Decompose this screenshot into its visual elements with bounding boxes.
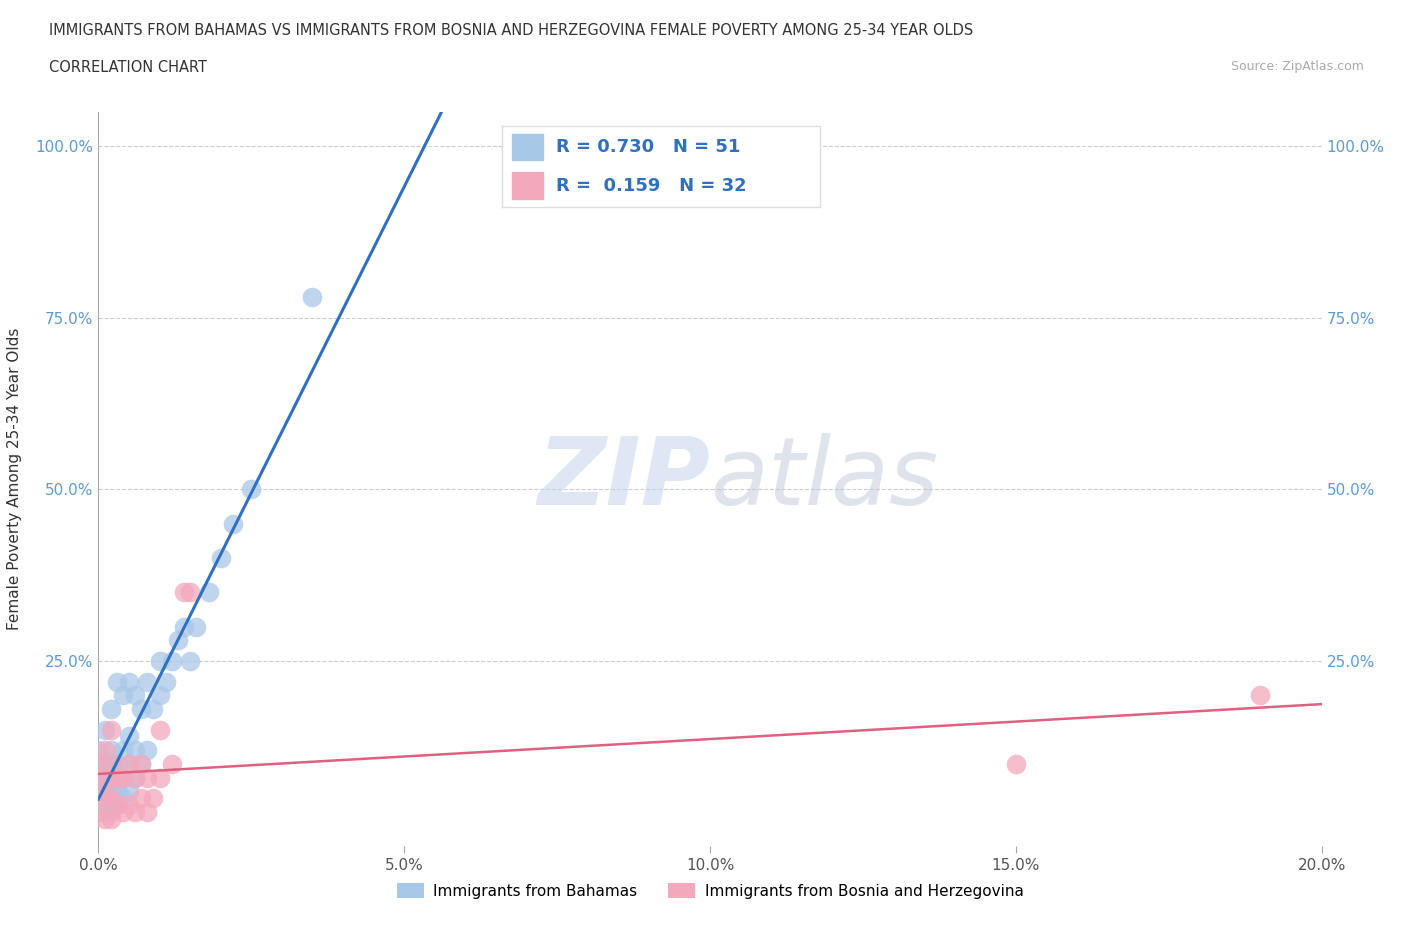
Point — [129, 790, 152, 805]
Point — [240, 482, 263, 497]
Text: Source: ZipAtlas.com: Source: ZipAtlas.com — [1230, 60, 1364, 73]
Point — [149, 722, 172, 737]
Point — [100, 770, 122, 785]
Point — [209, 551, 232, 565]
Point — [111, 770, 134, 785]
Point — [100, 790, 122, 805]
Point — [118, 784, 141, 799]
Point — [173, 619, 195, 634]
Point — [118, 729, 141, 744]
Point — [129, 756, 152, 771]
Point — [105, 674, 128, 689]
Point — [100, 756, 122, 771]
Point — [301, 289, 323, 304]
Point — [124, 804, 146, 819]
Point — [149, 654, 172, 669]
Point — [93, 743, 115, 758]
Point — [111, 770, 134, 785]
Point — [105, 756, 128, 771]
Point — [87, 770, 110, 785]
Point — [87, 770, 110, 785]
Point — [93, 756, 115, 771]
Point — [100, 756, 122, 771]
Point — [87, 756, 110, 771]
Point — [93, 784, 115, 799]
Point — [87, 804, 110, 819]
Point — [111, 688, 134, 703]
Point — [136, 743, 159, 758]
Point — [100, 722, 122, 737]
Point — [1249, 688, 1271, 703]
Point — [93, 790, 115, 805]
Point — [160, 756, 183, 771]
Point — [93, 770, 115, 785]
Point — [93, 770, 115, 785]
Point — [142, 701, 165, 716]
Legend: Immigrants from Bahamas, Immigrants from Bosnia and Herzegovina: Immigrants from Bahamas, Immigrants from… — [391, 877, 1029, 905]
Point — [179, 654, 201, 669]
Point — [87, 743, 110, 758]
Point — [100, 701, 122, 716]
Point — [124, 743, 146, 758]
Point — [160, 654, 183, 669]
Point — [179, 585, 201, 600]
Point — [87, 784, 110, 799]
Point — [136, 804, 159, 819]
Point — [149, 770, 172, 785]
Point — [105, 770, 128, 785]
Point — [129, 756, 152, 771]
Point — [105, 798, 128, 813]
Point — [105, 798, 128, 813]
Y-axis label: Female Poverty Among 25-34 Year Olds: Female Poverty Among 25-34 Year Olds — [7, 327, 21, 631]
Point — [111, 790, 134, 805]
Point — [105, 770, 128, 785]
Point — [93, 722, 115, 737]
Point — [100, 770, 122, 785]
Point — [93, 811, 115, 826]
Point — [118, 756, 141, 771]
Point — [222, 516, 245, 531]
Point — [167, 633, 190, 648]
Point — [105, 784, 128, 799]
Point — [100, 777, 122, 792]
Point — [100, 804, 122, 819]
Point — [87, 756, 110, 771]
Point — [93, 798, 115, 813]
Text: ZIP: ZIP — [537, 433, 710, 525]
Point — [100, 790, 122, 805]
Point — [142, 790, 165, 805]
Point — [111, 743, 134, 758]
Point — [118, 798, 141, 813]
Point — [136, 770, 159, 785]
Point — [111, 804, 134, 819]
Point — [100, 743, 122, 758]
Point — [129, 701, 152, 716]
Point — [155, 674, 177, 689]
Point — [118, 756, 141, 771]
Point — [87, 790, 110, 805]
Point — [149, 688, 172, 703]
Text: CORRELATION CHART: CORRELATION CHART — [49, 60, 207, 75]
Text: IMMIGRANTS FROM BAHAMAS VS IMMIGRANTS FROM BOSNIA AND HERZEGOVINA FEMALE POVERTY: IMMIGRANTS FROM BAHAMAS VS IMMIGRANTS FR… — [49, 23, 973, 38]
Text: atlas: atlas — [710, 433, 938, 525]
Point — [100, 811, 122, 826]
Point — [136, 674, 159, 689]
Point — [124, 770, 146, 785]
Point — [118, 674, 141, 689]
Point — [186, 619, 208, 634]
Point — [197, 585, 219, 600]
Point — [124, 770, 146, 785]
Point — [1004, 756, 1026, 771]
Point — [173, 585, 195, 600]
Point — [124, 688, 146, 703]
